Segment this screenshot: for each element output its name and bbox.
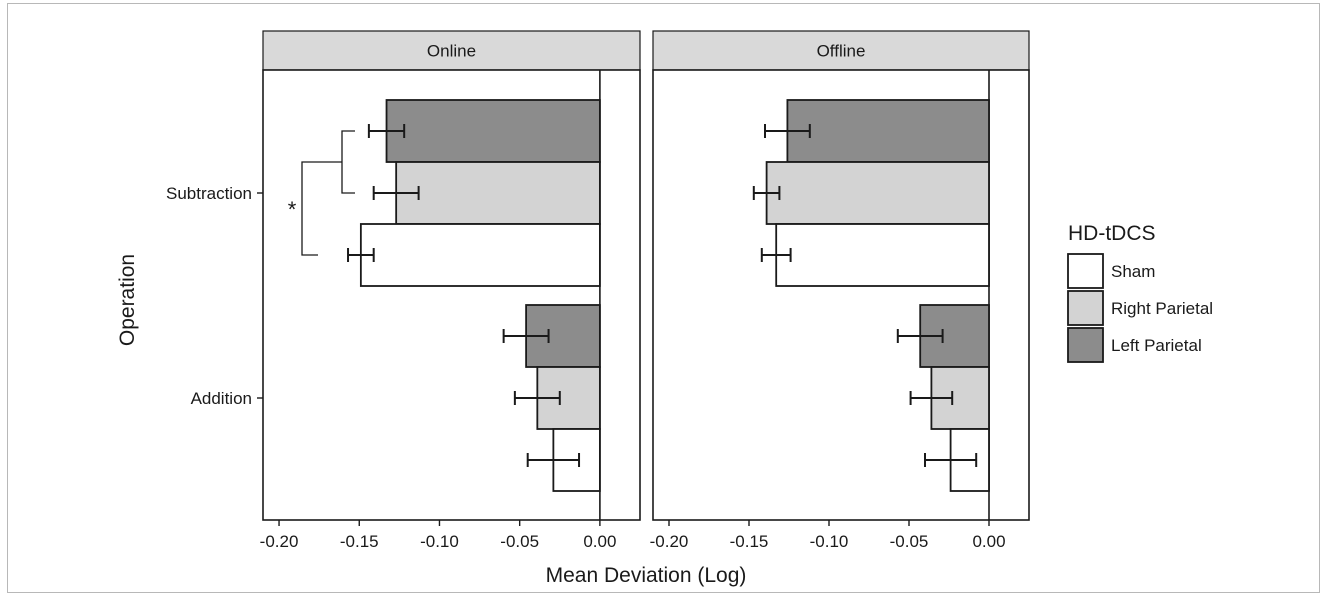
x-tick-label: -0.15 [340, 532, 379, 551]
legend-key-sham [1067, 253, 1104, 289]
bar-sham [775, 223, 990, 287]
legend-label: Right Parietal [1111, 299, 1213, 318]
legend-label: Sham [1111, 262, 1155, 281]
bar-left-parietal [786, 99, 990, 163]
x-tick-label: -0.05 [890, 532, 929, 551]
x-tick-label: -0.05 [500, 532, 539, 551]
legend-key-left-parietal [1067, 327, 1104, 363]
y-tick-label: Addition [191, 389, 252, 408]
bar-sham [359, 223, 601, 287]
x-tick-label: -0.10 [420, 532, 459, 551]
legend-key-right-parietal [1067, 290, 1104, 326]
significance-bracket-outer [301, 161, 342, 256]
x-tick-label: 0.00 [972, 532, 1005, 551]
facet-strip [652, 30, 1030, 71]
bar-right-parietal [395, 161, 601, 225]
y-axis-title: Operation [116, 254, 139, 346]
bar-left-parietal [385, 99, 601, 163]
x-tick-label: -0.20 [650, 532, 689, 551]
x-tick-label: 0.00 [583, 532, 616, 551]
x-tick-label: -0.15 [730, 532, 769, 551]
significance-star: * [288, 197, 297, 222]
legend-label: Left Parietal [1111, 336, 1202, 355]
x-axis-title: Mean Deviation (Log) [546, 564, 747, 587]
facet-label: Online [427, 42, 476, 61]
bar-right-parietal [765, 161, 990, 225]
x-tick-label: -0.20 [260, 532, 299, 551]
y-tick-label: Subtraction [166, 184, 252, 203]
facet-strip [262, 30, 641, 71]
x-tick-label: -0.10 [810, 532, 849, 551]
facet-label: Offline [817, 42, 866, 61]
legend-title: HD-tDCS [1068, 222, 1156, 245]
